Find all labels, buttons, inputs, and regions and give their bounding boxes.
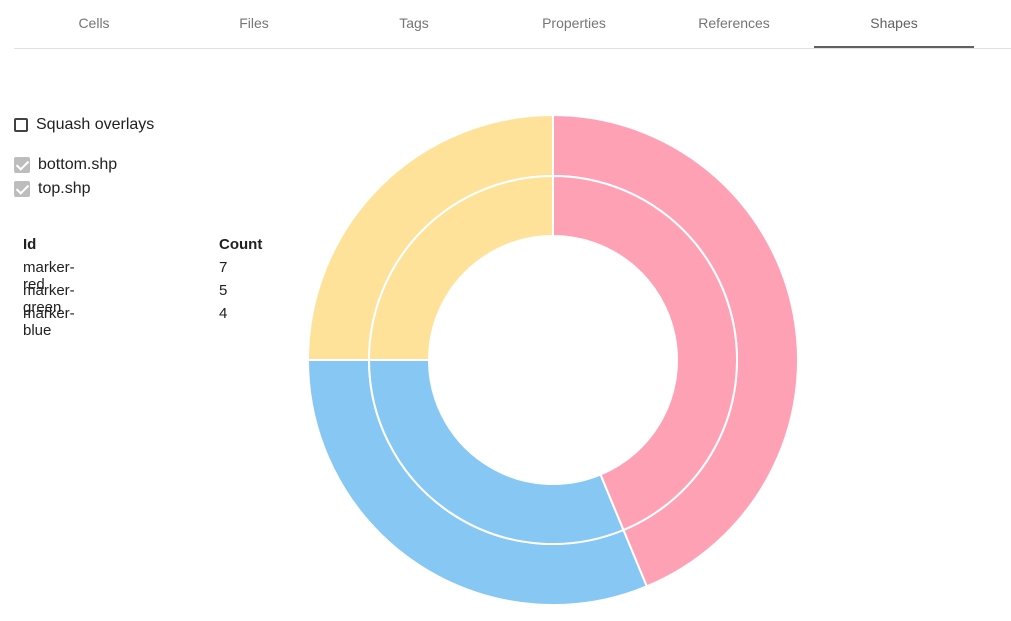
tab-shapes[interactable]: Shapes bbox=[814, 0, 974, 48]
column-header-id: Id bbox=[23, 236, 37, 253]
layer-bottom-checkbox[interactable] bbox=[14, 157, 30, 173]
tab-properties[interactable]: Properties bbox=[542, 15, 606, 31]
layer-top-option[interactable]: top.shp bbox=[14, 179, 90, 199]
tab-files[interactable]: Files bbox=[239, 15, 269, 31]
squash-overlays-option[interactable]: Squash overlays bbox=[14, 115, 154, 135]
squash-overlays-checkbox[interactable] bbox=[14, 118, 28, 132]
tab-bar: Cells Files Tags Properties References S… bbox=[14, 0, 1011, 49]
row-count-cell: 5 bbox=[219, 282, 228, 299]
inner-ring-segment[interactable] bbox=[367, 359, 625, 545]
tab-cells[interactable]: Cells bbox=[78, 15, 110, 31]
row-id-cell: marker-red bbox=[23, 259, 75, 293]
row-id-cell: marker-green bbox=[23, 282, 75, 316]
row-count-cell: 7 bbox=[219, 259, 228, 276]
layer-bottom-label: bottom.shp bbox=[38, 156, 118, 173]
inner-ring-segment[interactable] bbox=[367, 174, 554, 361]
squash-overlays-label: Squash overlays bbox=[36, 116, 155, 133]
tab-tags[interactable]: Tags bbox=[399, 15, 429, 31]
active-tab-indicator bbox=[814, 46, 974, 48]
layer-bottom-option[interactable]: bottom.shp bbox=[14, 155, 117, 175]
row-count-cell: 4 bbox=[219, 305, 228, 322]
tab-shapes-label: Shapes bbox=[870, 15, 918, 31]
layer-top-checkbox[interactable] bbox=[14, 181, 30, 197]
tab-references[interactable]: References bbox=[698, 15, 770, 31]
row-id-cell: marker-blue bbox=[23, 305, 75, 339]
inner-ring-segment[interactable] bbox=[552, 174, 738, 532]
column-header-count: Count bbox=[219, 236, 263, 253]
layer-top-label: top.shp bbox=[38, 180, 91, 197]
